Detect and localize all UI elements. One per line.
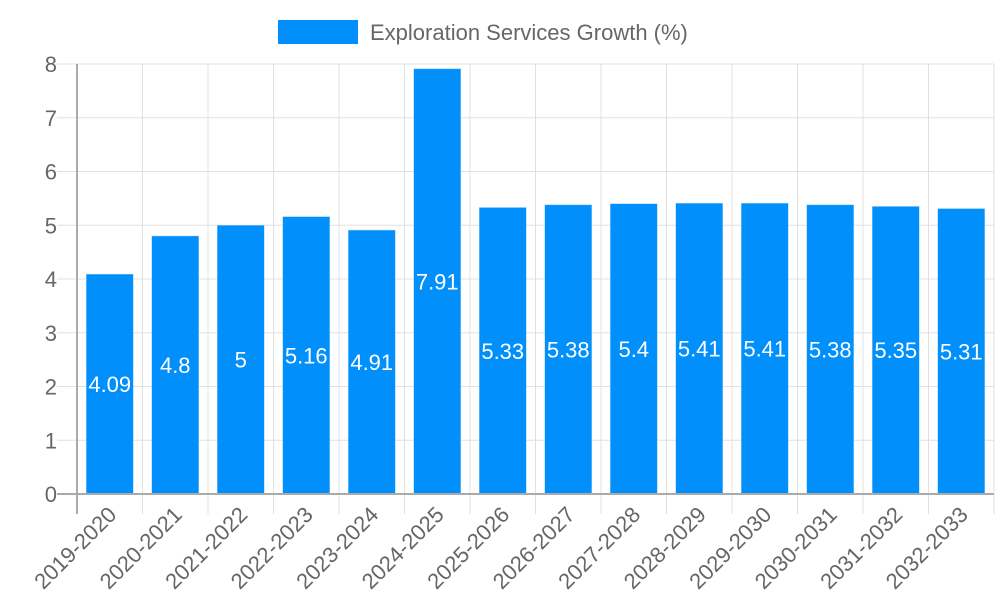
bar[interactable] [413,68,461,495]
bar-value-label: 4.91 [350,350,393,375]
bar[interactable] [282,216,330,495]
y-axis: 0 1 2 3 4 5 6 7 8 [45,52,78,514]
bar-value-label: 5.41 [743,337,786,362]
bar[interactable] [806,204,854,495]
bars: 4.09 4.8 5 5.16 4.91 7.91 5.33 5.38 5.4 5.41 5.41 5… [86,68,985,495]
y-tick-label: 2 [45,375,57,400]
y-tick-label: 1 [45,428,57,453]
bar[interactable] [872,206,920,495]
y-tick-label: 5 [45,213,57,238]
bar[interactable] [86,273,134,495]
bar[interactable] [610,203,658,495]
y-tick-label: 7 [45,106,57,131]
y-tick-label: 4 [45,267,57,292]
bar-value-label: 5.38 [547,337,590,362]
x-axis: 2019-20202020-20212021-20222022-20232023… [29,493,994,594]
bar-value-label: 5.16 [285,343,328,368]
bar-value-label: 7.91 [416,269,459,294]
y-tick-label: 0 [45,482,57,507]
legend-swatch [278,20,358,44]
bar-value-label: 4.8 [160,353,191,378]
bar-value-label: 5 [235,348,247,373]
y-tick-label: 6 [45,160,57,185]
bar[interactable] [741,202,789,495]
bar[interactable] [348,229,396,495]
bar[interactable] [937,208,985,495]
bar[interactable] [479,207,527,495]
bar-value-label: 5.33 [481,339,524,364]
y-tick-label: 3 [45,321,57,346]
bar-value-label: 5.4 [618,337,649,362]
bar[interactable] [217,225,265,495]
legend[interactable]: Exploration Services Growth (%) [278,20,688,45]
bar-value-label: 5.41 [678,337,721,362]
bar[interactable] [151,235,199,495]
bar-value-label: 5.35 [874,338,917,363]
legend-label: Exploration Services Growth (%) [370,20,688,45]
bar-value-label: 4.09 [88,372,131,397]
bar-value-label: 5.31 [940,339,983,364]
bar-value-label: 5.38 [809,337,852,362]
grid-lines [76,63,995,514]
y-tick-label: 8 [45,52,57,77]
bar[interactable] [544,204,592,495]
